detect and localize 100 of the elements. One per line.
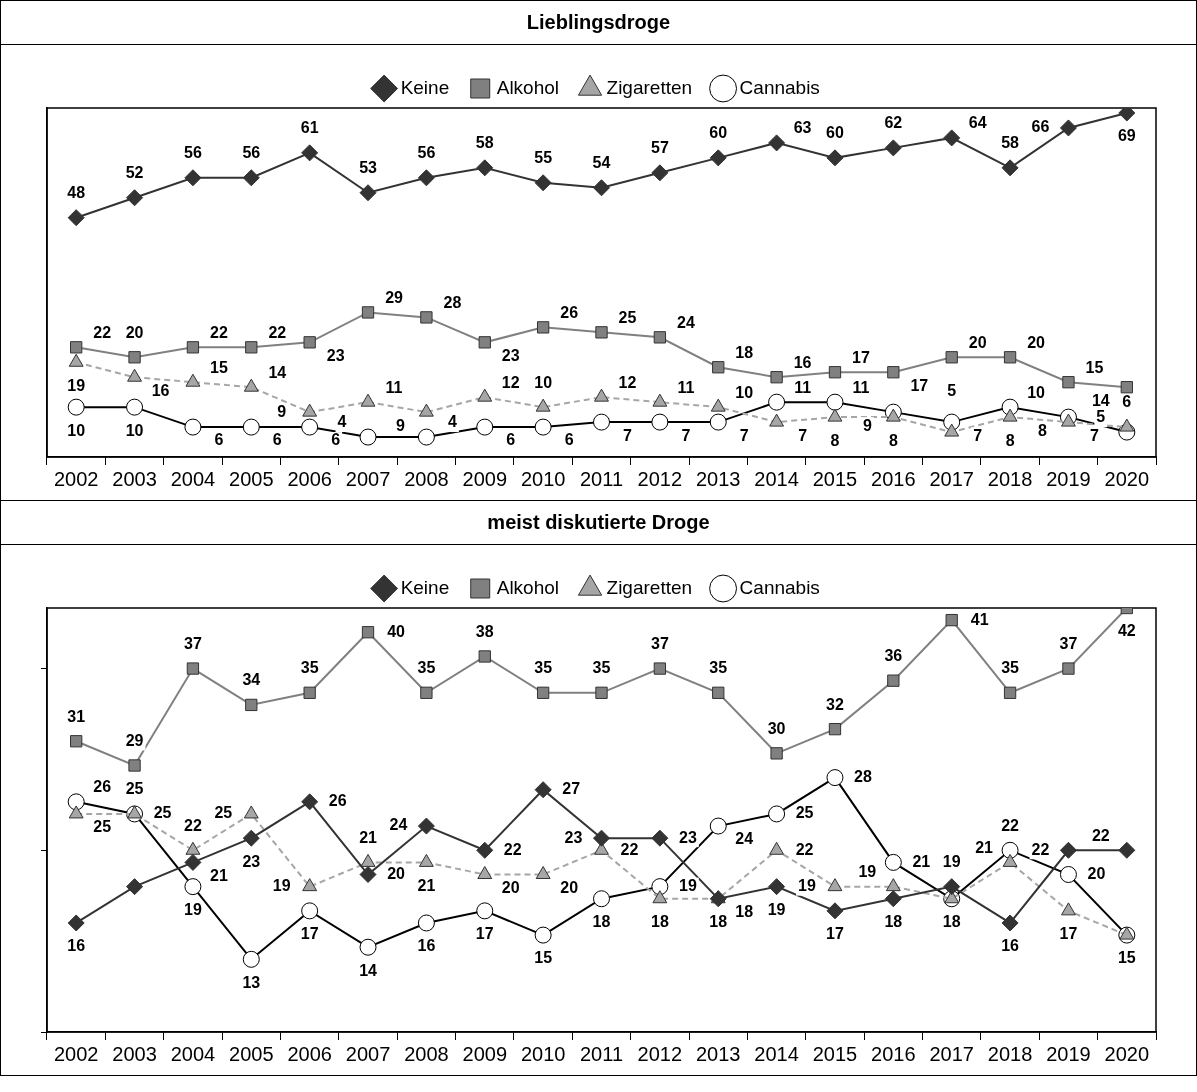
data-label: 62 — [884, 114, 903, 132]
data-label: 42 — [1117, 622, 1136, 640]
data-label: 29 — [385, 288, 404, 306]
point — [887, 366, 900, 379]
point — [593, 179, 610, 197]
x-tick-label: 2005 — [229, 1042, 274, 1065]
point — [70, 735, 83, 748]
x-tick-label: 2015 — [812, 467, 858, 490]
data-label: 22 — [210, 323, 228, 341]
data-label: 56 — [242, 144, 261, 162]
data-label: 61 — [300, 119, 319, 137]
data-label: 56 — [417, 144, 436, 162]
data-label: 12 — [501, 373, 520, 391]
x-tick-label: 2014 — [754, 467, 799, 490]
data-label: 11 — [677, 378, 695, 396]
point — [303, 336, 316, 349]
point — [243, 378, 259, 392]
x-tick-label: 2012 — [637, 1042, 683, 1065]
data-label: 30 — [767, 719, 786, 737]
data-label: 58 — [475, 134, 494, 152]
data-label: 60 — [826, 124, 844, 142]
data-label: 17 — [910, 376, 929, 394]
legend-label: Alkohol — [496, 576, 560, 598]
x-tick-label: 2020 — [1104, 1042, 1150, 1065]
point — [361, 626, 375, 639]
point — [245, 698, 258, 712]
x-tick-label: 2010 — [520, 467, 566, 490]
legend-label: Keine — [400, 576, 450, 598]
point — [186, 662, 200, 675]
x-tick-label: 2009 — [462, 1042, 508, 1065]
x-tick-label: 2016 — [871, 467, 916, 490]
x-tick-label: 2018 — [987, 467, 1033, 490]
data-label: 40 — [387, 622, 406, 640]
data-label: 31 — [67, 707, 86, 725]
point — [884, 139, 902, 157]
point — [303, 686, 316, 699]
data-label: 20 — [125, 323, 144, 341]
data-label: 18 — [735, 343, 754, 361]
point — [1120, 381, 1133, 394]
point — [768, 134, 786, 152]
x-tick-label: 2018 — [987, 1042, 1033, 1065]
point — [420, 686, 433, 699]
data-label: 58 — [1001, 134, 1020, 152]
point — [712, 686, 725, 699]
data-label: 57 — [650, 139, 669, 157]
x-tick-label: 2015 — [812, 1042, 858, 1065]
data-label: 60 — [709, 124, 728, 142]
point — [242, 169, 260, 187]
point — [709, 149, 727, 167]
x-tick-label: 2002 — [53, 467, 99, 490]
data-label: 37 — [650, 634, 669, 652]
data-label: 35 — [1001, 659, 1020, 677]
x-tick-label: 2014 — [754, 1042, 799, 1065]
x-tick-label: 2006 — [287, 467, 332, 490]
data-label: 35 — [300, 659, 319, 677]
legend-label: Keine — [400, 76, 450, 98]
data-label: 52 — [125, 164, 144, 182]
point — [478, 336, 491, 349]
point — [476, 159, 494, 177]
legend-label: Cannabis — [739, 576, 820, 598]
point — [126, 189, 144, 207]
data-label: 28 — [443, 293, 462, 311]
data-label: 11 — [385, 378, 403, 396]
data-label: 48 — [67, 184, 86, 202]
x-tick-label: 2008 — [404, 467, 449, 490]
data-label: 35 — [417, 659, 436, 677]
legend-label: Cannabis — [739, 76, 820, 98]
x-tick-label: 2013 — [695, 467, 741, 490]
point — [359, 184, 377, 202]
point — [595, 686, 608, 699]
x-tick-label: 2011 — [579, 467, 624, 490]
data-label: 38 — [475, 622, 494, 640]
point — [1062, 376, 1075, 389]
x-tick-label: 2017 — [929, 467, 974, 490]
point — [828, 722, 842, 736]
point — [1003, 686, 1017, 699]
data-label: 29 — [125, 731, 144, 749]
x-tick-label: 2019 — [1046, 467, 1091, 490]
point — [945, 351, 958, 364]
legend-label: Alkohol — [496, 76, 560, 98]
legend-label: Zigaretten — [606, 76, 693, 98]
x-tick-label: 2004 — [170, 467, 216, 490]
x-tick-label: 2011 — [579, 1042, 624, 1065]
point — [186, 341, 200, 354]
data-label: 15 — [1085, 358, 1104, 376]
point — [361, 306, 375, 319]
data-label: 20 — [1027, 333, 1046, 351]
data-label: 15 — [210, 358, 228, 376]
x-tick-label: 2016 — [871, 1042, 916, 1065]
point — [70, 341, 83, 354]
point — [826, 149, 844, 167]
point — [245, 341, 258, 354]
x-tick-label: 2009 — [462, 467, 508, 490]
data-label: 41 — [970, 610, 989, 628]
x-tick-label: 2020 — [1104, 467, 1150, 490]
data-label: 14 — [268, 363, 287, 381]
point — [1059, 119, 1077, 137]
point — [67, 209, 85, 227]
point — [68, 353, 84, 367]
point — [943, 129, 961, 147]
